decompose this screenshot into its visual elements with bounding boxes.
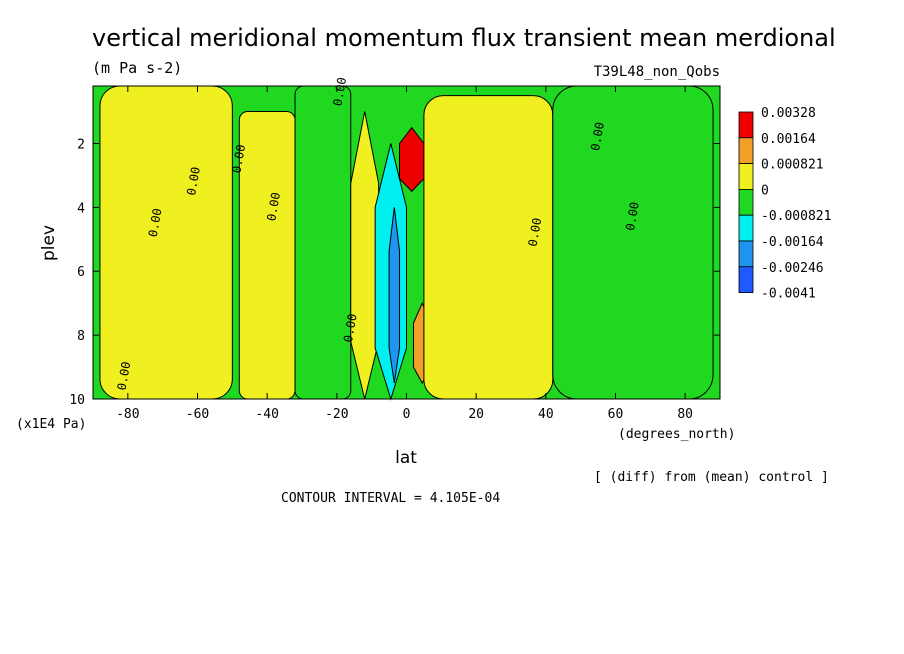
y-tick-label: 2 bbox=[77, 137, 85, 152]
region-negative-strong-5 bbox=[388, 207, 401, 384]
x-axis-units: (degrees_north) bbox=[618, 427, 735, 442]
diff-note: [ (diff) from (mean) control ] bbox=[594, 470, 829, 485]
region-negative-weak-11 bbox=[552, 85, 714, 400]
y-tick-label: 6 bbox=[77, 265, 85, 280]
contour-label: 0.00 bbox=[264, 191, 283, 222]
x-tick-label: -20 bbox=[325, 407, 348, 422]
region-negative-weak-2 bbox=[294, 85, 352, 400]
contour-label: 0.00 bbox=[330, 76, 349, 107]
colorbar-label: 0.00328 bbox=[761, 106, 816, 121]
x-tick-label: -80 bbox=[116, 407, 139, 422]
colorbar-label: 0 bbox=[761, 183, 769, 198]
y-tick-label: 10 bbox=[69, 393, 85, 408]
y-axis-label: plev bbox=[39, 225, 59, 261]
run-name: T39L48_non_Qobs bbox=[594, 64, 720, 80]
colorbar-label: -0.0041 bbox=[761, 287, 816, 302]
colorbar-swatch bbox=[738, 240, 754, 268]
colorbar-swatch bbox=[738, 214, 754, 242]
colorbar-swatch bbox=[738, 163, 754, 190]
colorbar-swatch bbox=[738, 188, 754, 216]
contour-label: 0.00 bbox=[146, 207, 165, 238]
chart-title: vertical meridional momentum flux transi… bbox=[92, 24, 836, 52]
x-axis-label: lat bbox=[395, 448, 417, 468]
colorbar-swatch bbox=[738, 137, 754, 165]
contour-interval: CONTOUR INTERVAL = 4.105E-04 bbox=[281, 491, 500, 506]
x-tick-label: 20 bbox=[468, 407, 484, 422]
contour-label: 0.00 bbox=[588, 121, 607, 152]
x-tick-label: -40 bbox=[255, 407, 278, 422]
x-tick-label: 80 bbox=[677, 407, 693, 422]
colorbar-label: 0.000821 bbox=[761, 158, 824, 173]
y-axis-ticks: 2 4 6 8 10 bbox=[69, 137, 720, 408]
plot-area: 0.00 0.00 0.00 0.00 0.00 0.00 0.00 0.00 0.00 0.00 bbox=[92, 76, 721, 401]
colorbar-label: -0.000821 bbox=[761, 209, 831, 224]
y-tick-label: 4 bbox=[77, 201, 85, 216]
y-tick-label: 8 bbox=[77, 329, 85, 344]
x-tick-label: 0 bbox=[403, 407, 411, 422]
colorbar: 0.00328 0.00164 0.000821 0 -0.000821 -0.00164… bbox=[738, 106, 831, 302]
contour-label: 0.00 bbox=[229, 143, 248, 174]
contour-label: 0.00 bbox=[114, 360, 133, 391]
region-positive-weak-1 bbox=[238, 111, 296, 400]
colorbar-label: -0.00164 bbox=[761, 235, 824, 250]
colorbar-swatch bbox=[738, 111, 754, 139]
contour-label: 0.00 bbox=[526, 217, 545, 248]
x-tick-label: -60 bbox=[186, 407, 209, 422]
colorbar-label: 0.00164 bbox=[761, 132, 816, 147]
contour-lines: 0.00 0.00 0.00 0.00 0.00 0.00 0.00 0.00 0.00 0.00 bbox=[114, 76, 641, 391]
filled-regions bbox=[99, 85, 714, 401]
chart-units: (m Pa s-2) bbox=[92, 59, 182, 77]
region-positive-weak-0 bbox=[99, 85, 233, 400]
x-axis-ticks: -80 -60 -40 -20 0 20 40 60 80 bbox=[116, 86, 693, 422]
colorbar-swatch bbox=[738, 266, 754, 293]
colorbar-label: -0.00246 bbox=[761, 261, 824, 276]
x-tick-label: 40 bbox=[538, 407, 554, 422]
contour-label: 0.00 bbox=[341, 313, 360, 344]
contour-label: 0.00 bbox=[184, 166, 203, 197]
y-axis-units: (x1E4 Pa) bbox=[16, 417, 86, 432]
x-tick-label: 60 bbox=[608, 407, 624, 422]
contour-label: 0.00 bbox=[623, 201, 642, 232]
